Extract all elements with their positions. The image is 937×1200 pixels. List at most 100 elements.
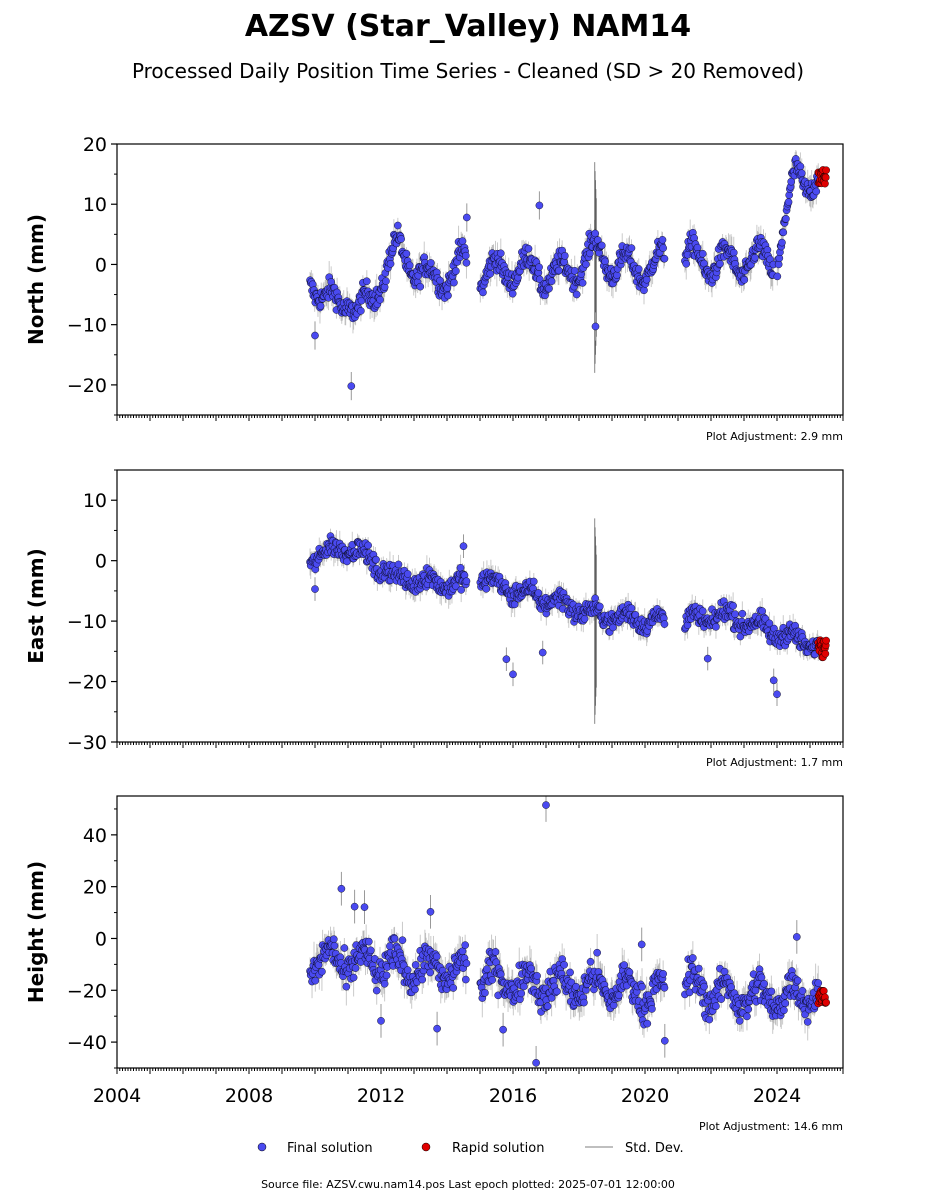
final-point: [560, 961, 568, 969]
final-point: [543, 1002, 552, 1011]
final-point: [682, 259, 691, 268]
final-point: [418, 975, 427, 984]
y-tick-label: 10: [83, 194, 107, 216]
final-point: [517, 989, 526, 998]
final-point: [351, 964, 360, 972]
y-tick-label: −10: [67, 315, 107, 337]
final-point: [456, 563, 465, 572]
final-point: [397, 235, 405, 243]
final-point: [349, 973, 358, 982]
plot-area-1: [306, 518, 830, 724]
final-point: [580, 615, 589, 623]
final-point: [740, 276, 749, 284]
y-tick-label: 20: [83, 134, 107, 156]
final-point: [717, 995, 726, 1003]
final-point: [814, 979, 823, 987]
final-point: [751, 986, 760, 995]
final-point: [658, 236, 667, 244]
final-point: [386, 259, 395, 268]
final-point: [364, 937, 373, 946]
outlier-point: [311, 331, 319, 340]
final-point: [372, 986, 381, 995]
final-point: [458, 237, 467, 245]
final-point: [798, 987, 807, 995]
final-point: [411, 961, 420, 969]
outlier-point: [769, 676, 778, 685]
final-point: [496, 249, 505, 258]
final-point: [796, 162, 805, 171]
final-point: [483, 965, 491, 973]
final-point: [520, 982, 528, 991]
final-point: [547, 277, 556, 286]
final-point: [642, 275, 651, 284]
plot-adjustment-label: Plot Adjustment: 2.9 mm: [706, 430, 843, 443]
final-point: [529, 577, 538, 586]
final-point: [773, 272, 782, 281]
final-point: [758, 607, 766, 615]
final-point: [566, 968, 574, 977]
final-point: [694, 964, 703, 973]
final-point: [781, 999, 790, 1008]
final-point: [572, 982, 580, 991]
final-point: [784, 198, 793, 206]
panel-0: −20 −10 0 10 20 North (mm) Plot Adjustment: 2.…: [24, 134, 844, 443]
outlier-point: [703, 654, 712, 663]
final-point: [372, 555, 380, 564]
final-point: [613, 271, 621, 279]
final-point: [376, 295, 384, 304]
final-point: [659, 970, 667, 978]
outlier-point: [347, 382, 356, 390]
outlier-point: [793, 933, 801, 941]
final-point: [698, 249, 707, 258]
outlier-point: [426, 907, 435, 916]
final-point: [803, 1018, 812, 1026]
outlier-point: [499, 1025, 507, 1034]
plot-area-0: [306, 150, 830, 401]
y-axis-label: East (mm): [24, 548, 48, 664]
final-point: [486, 269, 495, 278]
final-point: [700, 982, 708, 991]
y-tick-label: −20: [67, 672, 107, 694]
final-point: [318, 967, 326, 976]
rapid-point: [821, 173, 830, 182]
final-point: [450, 278, 458, 287]
final-point: [330, 935, 338, 943]
final-point: [491, 948, 500, 956]
final-point: [462, 259, 471, 267]
final-point: [580, 998, 588, 1007]
final-point: [405, 261, 414, 270]
final-point: [452, 582, 460, 591]
final-point: [812, 187, 821, 196]
final-point: [357, 307, 365, 315]
final-point: [479, 288, 487, 297]
final-point: [366, 946, 375, 955]
final-point: [765, 619, 774, 628]
final-point: [586, 957, 595, 966]
outlier-point: [311, 585, 319, 593]
final-point: [403, 570, 412, 578]
final-point: [729, 601, 737, 610]
final-point: [496, 970, 505, 979]
final-point: [660, 984, 669, 992]
plot-area-2: [306, 796, 830, 1068]
final-point: [627, 244, 636, 252]
final-point: [534, 589, 543, 597]
outlier-point: [542, 801, 550, 809]
final-point: [738, 609, 747, 618]
final-point: [545, 284, 553, 293]
final-point: [416, 282, 425, 291]
final-point: [634, 265, 643, 273]
final-point: [533, 972, 541, 980]
final-point: [444, 291, 452, 300]
outlier-point: [337, 884, 346, 893]
final-point: [625, 968, 634, 977]
final-point: [782, 215, 790, 223]
outlier-point: [509, 670, 517, 679]
final-point: [427, 259, 435, 267]
outlier-point: [462, 213, 471, 222]
outlier-point: [591, 322, 600, 331]
final-point: [461, 941, 469, 949]
final-point: [394, 560, 403, 569]
